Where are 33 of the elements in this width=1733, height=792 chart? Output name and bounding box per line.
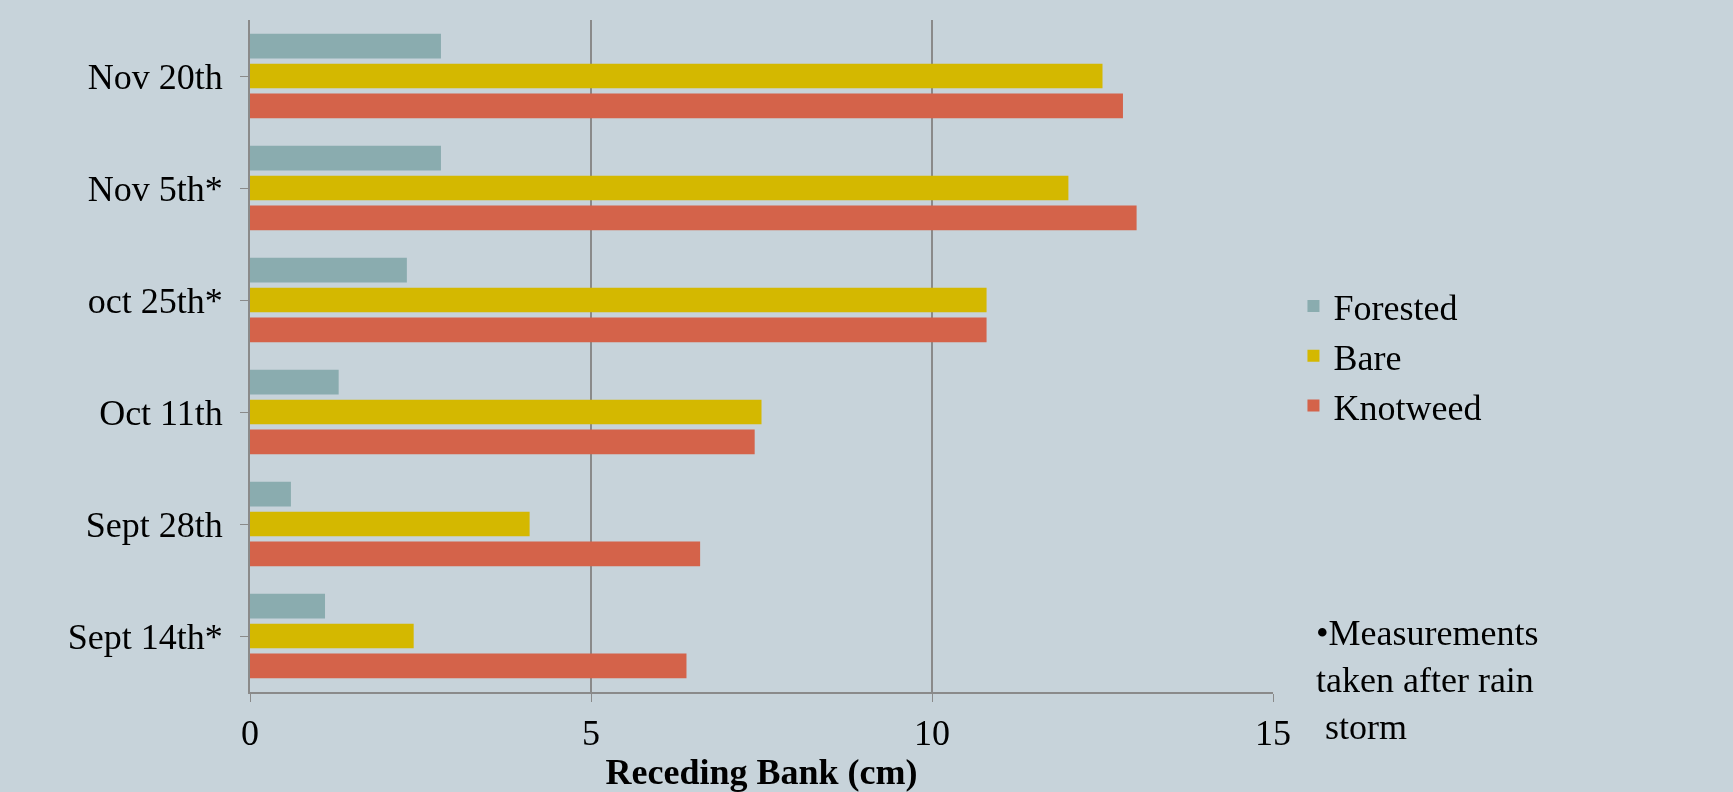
x-tick-label: 10 — [914, 713, 950, 754]
bar — [250, 623, 414, 649]
bar — [250, 205, 1137, 231]
bar — [250, 653, 687, 679]
x-tick-label: 15 — [1255, 713, 1291, 754]
y-tick-label: Nov 20th — [87, 56, 223, 97]
bar — [250, 145, 441, 171]
bar — [250, 593, 326, 619]
y-tick-label: Sept 28th — [85, 504, 223, 545]
legend-label: Bare — [1333, 337, 1402, 378]
bar — [250, 93, 1123, 119]
bar — [250, 317, 987, 343]
bar — [250, 511, 530, 537]
bar — [250, 257, 407, 283]
text: •Measurements taken after rain storm — [1316, 613, 1539, 747]
y-tick-label: Sept 14th* — [67, 616, 223, 657]
x-tick-label: 5 — [582, 713, 600, 754]
bar — [250, 429, 755, 455]
y-tick-label: oct 25th* — [87, 280, 223, 321]
bar — [250, 33, 441, 59]
bar — [250, 287, 987, 313]
legend-label: Forested — [1333, 287, 1458, 328]
bar — [250, 541, 701, 567]
bar — [250, 399, 762, 425]
bar — [250, 63, 1103, 89]
bar — [250, 175, 1069, 201]
bar — [250, 481, 291, 507]
bar — [250, 369, 339, 395]
y-tick-label: Oct 11th — [99, 392, 223, 433]
x-tick-label: 0 — [241, 713, 259, 754]
y-tick-label: Nov 5th* — [87, 168, 223, 209]
legend-label: Knotweed — [1333, 387, 1482, 428]
x-axis-title: Receding Bank (cm) — [605, 752, 918, 792]
